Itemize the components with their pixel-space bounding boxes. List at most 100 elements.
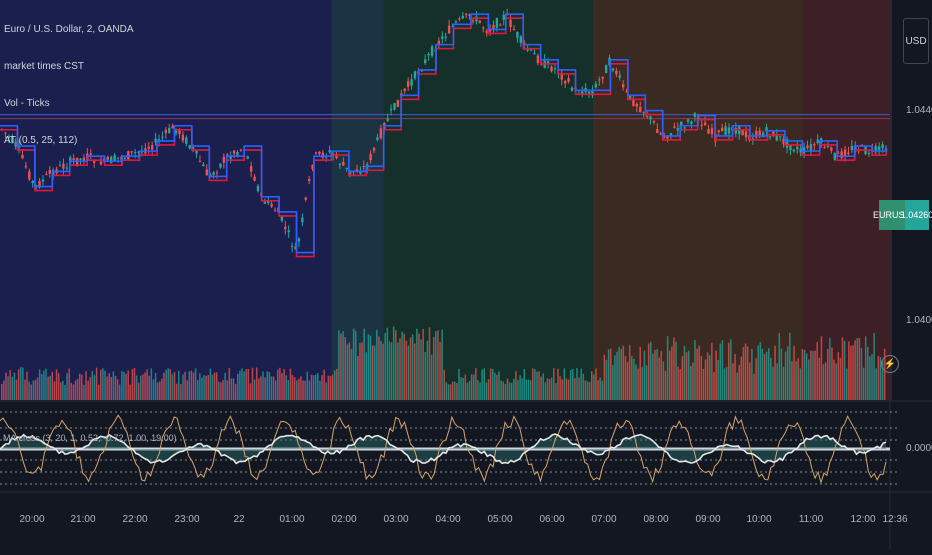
volume-bar: [285, 375, 287, 400]
candle-body: [488, 29, 492, 32]
volume-bar: [266, 371, 268, 400]
volume-bar: [725, 366, 728, 400]
volume-bar: [57, 373, 60, 400]
volume-bar: [226, 380, 228, 400]
volume-bar: [310, 374, 313, 400]
volume-bar: [237, 373, 239, 400]
volume-bar: [483, 368, 486, 400]
volume-bar: [578, 377, 580, 400]
volume-bar: [397, 342, 399, 400]
volume-bar: [175, 383, 178, 400]
volume-bar: [721, 340, 724, 400]
volume-bar: [133, 367, 136, 400]
volume-bar: [121, 371, 123, 400]
oscillator-label[interactable]: MA cross (3, 20, 1, 0.52, -0.72, 1.00, 1…: [3, 433, 177, 443]
legend-volume[interactable]: Vol - Ticks: [4, 98, 50, 109]
candle-body: [642, 111, 645, 113]
candle-body: [168, 127, 171, 133]
volume-bar: [696, 348, 698, 400]
volume-bar: [382, 343, 384, 400]
volume-bar: [190, 370, 193, 400]
candle-body: [82, 157, 86, 162]
volume-bar: [460, 377, 462, 400]
volume-bar: [698, 345, 700, 400]
volume-bar: [68, 368, 70, 400]
candle-body: [785, 139, 789, 148]
volume-bar: [196, 379, 199, 400]
candle-body: [41, 179, 45, 182]
time-tick-label: 09:00: [695, 514, 720, 525]
volume-bar: [652, 353, 654, 400]
volume-bar: [569, 370, 572, 400]
symbol-header[interactable]: Euro / U.S. Dollar, 2, OANDA: [4, 24, 134, 35]
time-tick-label: 08:00: [643, 514, 668, 525]
volume-bar: [677, 366, 679, 400]
volume-bar: [222, 380, 224, 400]
volume-bar: [28, 381, 30, 400]
volume-bar: [599, 377, 601, 400]
volume-bar: [348, 342, 351, 400]
volume-bar: [875, 368, 877, 400]
volume-bar: [384, 333, 386, 400]
volume-bar: [220, 382, 222, 400]
candle-body: [546, 61, 550, 65]
volume-bar: [681, 356, 684, 400]
volume-bar: [595, 368, 597, 400]
volume-bar: [668, 350, 671, 400]
candle-body: [236, 152, 239, 156]
volume-bar: [26, 371, 28, 400]
volume-bar: [690, 366, 692, 400]
volume-bar: [321, 375, 323, 400]
volume-bar: [97, 384, 100, 400]
legend-at-indicator[interactable]: AT (0.5, 25, 112): [4, 135, 78, 146]
candle-body: [219, 163, 222, 168]
candle-body: [4, 132, 7, 134]
volume-bar: [620, 348, 622, 400]
candle-body: [154, 138, 157, 143]
candle-body: [21, 154, 24, 159]
candle-body: [683, 127, 686, 129]
time-tick-label: 07:00: [591, 514, 616, 525]
candle-body: [253, 176, 256, 181]
volume-bar: [462, 377, 464, 400]
volume-bar: [565, 378, 568, 400]
volume-bar: [148, 375, 150, 400]
candle-body: [161, 136, 164, 138]
volume-bar: [454, 381, 456, 400]
volume-bar: [203, 375, 205, 400]
volume-bar: [793, 345, 795, 400]
volume-bar: [95, 367, 98, 400]
lightning-icon[interactable]: ⚡: [881, 355, 899, 373]
volume-bar: [567, 379, 570, 400]
volume-bar: [428, 327, 431, 400]
volume-bar: [173, 372, 176, 400]
session-bg-1: [331, 0, 390, 400]
volume-bar: [350, 349, 353, 400]
volume-bar: [388, 341, 391, 400]
candle-body: [24, 165, 28, 168]
volume-bar: [746, 346, 749, 400]
volume-bar: [660, 351, 663, 400]
volume-bar: [574, 378, 576, 400]
volume-bar: [74, 380, 77, 400]
candle-body: [499, 24, 502, 26]
volume-bar: [51, 371, 54, 400]
volume-bar: [129, 384, 132, 400]
volume-bar: [845, 368, 848, 400]
legend-market-times[interactable]: market times CST: [4, 61, 85, 72]
candle-body: [464, 13, 468, 15]
volume-bar: [626, 361, 629, 400]
volume-bar: [852, 345, 854, 400]
time-tick-label: 06:00: [539, 514, 564, 525]
currency-button[interactable]: USD: [903, 18, 929, 64]
volume-bar: [736, 372, 738, 400]
volume-bar: [218, 381, 220, 400]
candle-body: [14, 141, 17, 147]
volume-bar: [555, 383, 557, 400]
candle-body: [666, 135, 669, 139]
volume-bar: [323, 369, 325, 400]
volume-bar: [296, 380, 298, 400]
candle-body: [632, 98, 635, 106]
